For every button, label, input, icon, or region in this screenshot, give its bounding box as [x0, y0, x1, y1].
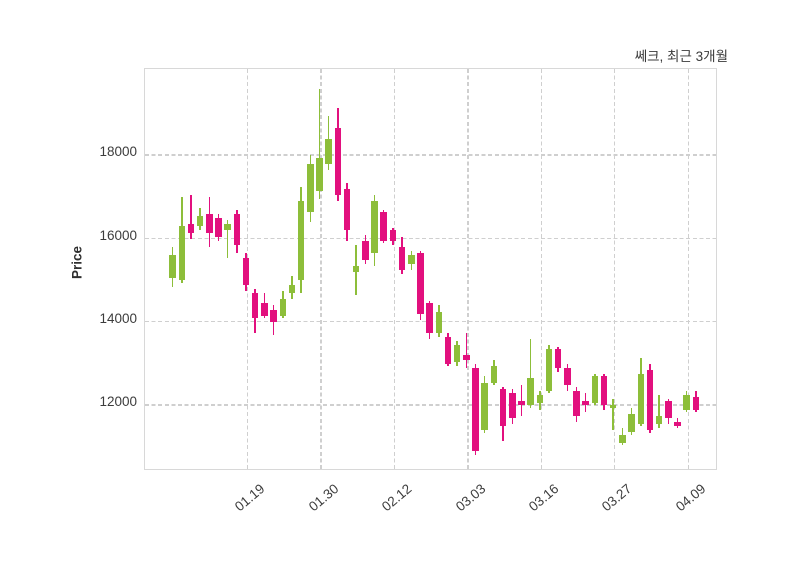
candle-body: [435, 311, 443, 333]
candle-body: [288, 284, 296, 293]
chart-title: 쎄크, 최근 3개월: [634, 49, 728, 64]
candle-body: [609, 405, 617, 408]
candle-body: [674, 422, 681, 427]
candle-body: [371, 201, 378, 254]
candle-body: [481, 382, 488, 431]
candle-body: [509, 392, 516, 418]
candle-wick: [226, 220, 229, 258]
x-tick-label: 01.30: [305, 481, 342, 515]
x-tick-label: 03.03: [452, 481, 489, 515]
candle-wick: [529, 338, 532, 408]
h-gridline: [145, 237, 716, 239]
candle-body: [564, 367, 571, 385]
candle-body: [178, 226, 186, 281]
x-tick-label: 04.09: [672, 481, 709, 515]
candle-body: [380, 211, 387, 241]
plot-area: [144, 68, 717, 470]
candle-body: [297, 201, 305, 281]
candle-body: [453, 345, 461, 362]
candle-body: [490, 365, 498, 383]
candle-body: [518, 401, 525, 406]
candle-body: [187, 224, 195, 233]
candle-body: [169, 255, 176, 279]
v-gridline: [540, 69, 542, 469]
candle-body: [628, 413, 635, 433]
candle-body: [408, 255, 415, 264]
candle-wick: [658, 395, 660, 429]
v-gridline: [614, 69, 616, 469]
candle-body: [362, 240, 369, 260]
candle-wick: [612, 399, 614, 431]
v-gridline: [393, 69, 396, 469]
candle-body: [233, 213, 241, 246]
candle-body: [270, 309, 277, 323]
x-tick-label: 03.27: [599, 481, 635, 515]
candle-body: [251, 292, 259, 318]
candle-body: [637, 374, 645, 425]
candle-body: [655, 415, 663, 425]
candle-body: [527, 378, 534, 406]
candle-body: [215, 217, 222, 237]
x-tick-label: 01.19: [232, 481, 268, 515]
candle-body: [279, 299, 286, 316]
candle-body: [573, 390, 580, 416]
y-tick-label: 14000: [99, 311, 137, 327]
x-tick-label: 02.12: [379, 481, 415, 515]
candle-body: [600, 376, 608, 406]
candle-body: [545, 349, 553, 391]
v-gridline: [467, 69, 469, 469]
candle-body: [398, 247, 406, 271]
candle-body: [343, 188, 351, 231]
candle-body: [417, 253, 424, 314]
candle-wick: [318, 88, 321, 200]
h-gridline: [145, 404, 716, 406]
h-gridline: [145, 154, 716, 156]
y-tick-label: 18000: [99, 144, 137, 160]
candle-body: [619, 434, 626, 443]
v-gridline: [320, 69, 322, 469]
candle-wick: [465, 332, 468, 368]
candle-body: [646, 370, 654, 431]
candle-body: [242, 257, 250, 285]
y-tick-label: 16000: [99, 227, 137, 243]
candle-body: [463, 355, 470, 360]
candle-body: [536, 395, 544, 404]
y-tick-label: 12000: [99, 394, 137, 410]
candle-body: [591, 376, 599, 404]
candle-body: [352, 265, 360, 273]
candle-body: [196, 215, 204, 227]
candle-body: [582, 401, 589, 406]
candle-body: [224, 224, 231, 231]
candle-body: [692, 397, 700, 410]
candle-body: [316, 157, 323, 191]
candle-body: [683, 395, 690, 410]
candle-body: [325, 138, 332, 164]
v-gridline: [687, 69, 689, 469]
x-tick-label: 03.16: [525, 481, 562, 515]
candle-wick: [190, 195, 192, 239]
candle-wick: [520, 384, 523, 416]
candle-body: [426, 303, 433, 333]
candle-body: [307, 163, 314, 212]
candle-body: [334, 128, 342, 196]
candle-body: [472, 367, 479, 452]
candle-body: [261, 303, 268, 316]
candle-body: [389, 230, 397, 241]
candle-body: [554, 349, 562, 368]
candle-body: [665, 401, 672, 418]
candle-body: [444, 336, 452, 364]
candle-body: [206, 213, 213, 233]
candle-body: [499, 388, 507, 427]
